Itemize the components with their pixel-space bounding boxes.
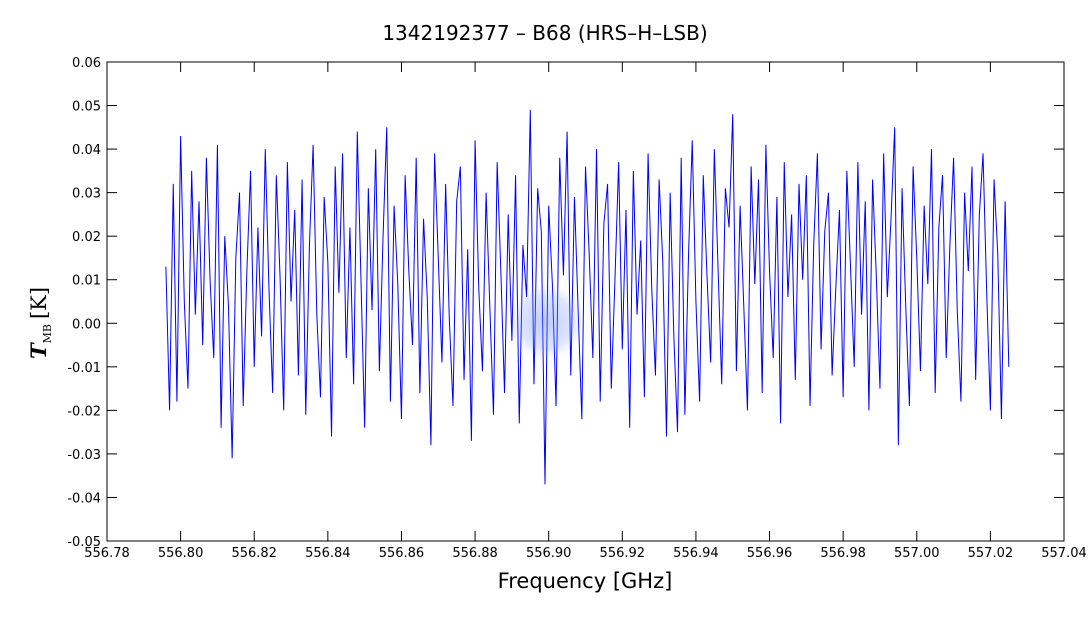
y-tick-label: -0.04 [67,491,101,506]
spectrum-line [165,109,1010,485]
cursor-highlight [508,284,584,360]
x-tick-label: 556.80 [158,546,204,561]
y-tick-label: -0.01 [67,361,101,376]
y-tick-label: 0.03 [72,187,101,202]
plot-area [165,109,1010,485]
x-tick-label: 556.90 [526,546,572,561]
y-tick-label: 0.01 [72,274,101,289]
y-axis-label: TMB [K] [26,287,54,359]
y-tick-label: 0.04 [72,143,101,158]
x-tick-label: 556.86 [379,546,425,561]
x-tick-label: 556.96 [747,546,793,561]
x-tick-label: 556.92 [600,546,646,561]
plot-frame [106,61,1065,542]
y-tick-label: 0.05 [72,100,101,115]
y-tick-label: -0.03 [67,448,101,463]
y-tick-label: 0.06 [72,56,101,71]
x-tick-label: 557.02 [968,546,1014,561]
y-axis-unit: [K] [27,287,51,319]
x-axis-label: Frequency [GHz] [498,569,673,593]
y-tick-label: -0.05 [67,535,101,550]
x-tick-label: 556.78 [84,546,130,561]
y-tick-label: 0.00 [72,317,101,332]
y-axis-symbol: T [26,342,51,359]
y-tick-label: -0.02 [67,404,101,419]
y-axis-subscript: MB [41,324,54,343]
x-tick-label: 556.94 [673,546,719,561]
y-tick-label: 0.02 [72,230,101,245]
chart-title: 1342192377 – B68 (HRS–H–LSB) [382,21,707,45]
x-tick-label: 557.04 [1041,546,1087,561]
x-tick-label: 556.82 [231,546,277,561]
x-tick-label: 557.00 [894,546,940,561]
x-tick-label: 556.98 [820,546,866,561]
x-tick-label: 556.84 [305,546,351,561]
x-tick-label: 556.88 [452,546,498,561]
